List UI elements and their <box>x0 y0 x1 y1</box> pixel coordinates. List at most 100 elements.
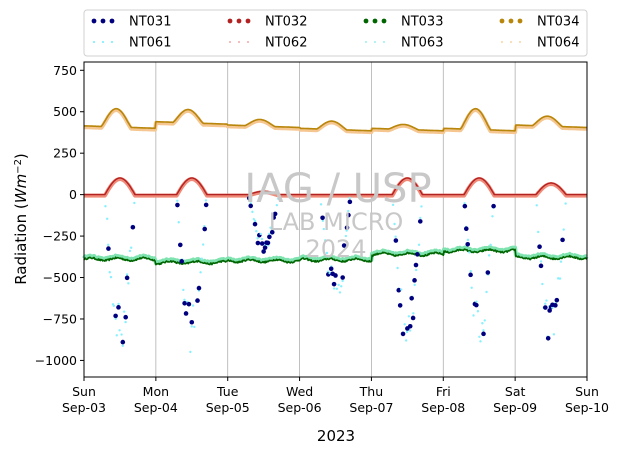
series-nt031-point <box>262 245 268 250</box>
series-nt061-point <box>112 304 116 307</box>
series-nt061-point <box>191 304 195 307</box>
series-nt061-point <box>559 260 563 263</box>
series-nt061-point <box>562 228 565 231</box>
series-nt031-point <box>465 242 471 247</box>
series-nt061-point <box>199 271 202 274</box>
series-nt031-point <box>462 203 468 209</box>
series-nt031-point <box>186 301 192 307</box>
series-nt061-point <box>177 221 180 224</box>
series-nt061-point <box>189 350 192 354</box>
y-axis-title-text: Radiation ( <box>12 203 30 285</box>
series-nt031-point <box>468 272 473 278</box>
legend-marker <box>381 18 387 24</box>
series-nt061-point <box>469 270 472 273</box>
legend-marker <box>364 40 368 44</box>
series-nt031-point <box>189 319 195 325</box>
series-nt061-point <box>332 287 336 290</box>
series-nt061-point <box>130 246 133 249</box>
legend-label: NT033 <box>401 15 443 30</box>
series-nt031-point <box>553 303 558 308</box>
legend-marker <box>517 18 523 24</box>
x-tick-label-date: Sep-08 <box>421 400 465 415</box>
legend-label: NT063 <box>401 36 443 51</box>
x-axis-title: 2023 <box>317 427 355 445</box>
series-nt031-point <box>396 287 402 293</box>
y-tick-label: 750 <box>53 63 77 78</box>
legend-item: NT031 <box>91 15 171 30</box>
series-nt031-point <box>177 242 183 248</box>
series-nt031-point <box>346 212 351 218</box>
series-nt031-point <box>202 226 208 232</box>
x-tick-label-date: Sep-09 <box>493 400 537 415</box>
series-nt031-point <box>182 300 187 306</box>
series-nt031-point <box>271 215 277 220</box>
series-nt061-point <box>251 210 254 214</box>
legend: NT031 NT032 NT033 NT034 NT061 NT062 NT063 NT064 <box>83 9 588 57</box>
series-nt031-point <box>269 230 275 235</box>
series-nt061-point <box>468 251 471 254</box>
x-tick-label-date: Sep-06 <box>278 400 322 415</box>
series-nt061-point <box>485 290 488 294</box>
y-tick-label: −750 <box>43 311 77 326</box>
series-nt061-point <box>133 201 136 205</box>
series-nt031-point <box>195 298 200 303</box>
legend-marker <box>101 40 105 44</box>
legend-marker <box>373 40 377 44</box>
series-nt061-point <box>535 204 538 207</box>
x-tick-label-day: Wed <box>286 384 313 399</box>
series-nt063-line <box>82 245 589 265</box>
series-nt061-point <box>391 203 395 207</box>
series-nt061-point <box>328 271 331 275</box>
series-nt031-point <box>130 224 136 230</box>
series-nt031-point <box>203 202 209 208</box>
series-nt031-point <box>265 240 271 246</box>
series-nt064-line <box>82 108 589 135</box>
series-nt061-point <box>121 344 124 347</box>
series-nt062-line <box>82 177 589 198</box>
series-nt031-point <box>347 199 353 205</box>
series-nt031-point <box>267 234 272 240</box>
series-nt061-point <box>407 315 411 318</box>
series-nt061-point <box>475 300 478 303</box>
series-nt033-line <box>83 248 588 266</box>
x-tick-label-date: Sep-04 <box>134 400 178 415</box>
series-nt061-point <box>348 196 352 200</box>
legend-marker <box>237 40 241 44</box>
series-nt061-point <box>269 226 272 229</box>
series-nt061-point <box>341 279 344 283</box>
series-nt031-point <box>341 243 347 248</box>
legend-marker <box>236 18 242 24</box>
series-nt031-point <box>246 195 252 201</box>
series-nt061-point <box>481 322 484 325</box>
series-nt031-point <box>320 215 325 221</box>
series-nt061-point <box>344 234 348 238</box>
series-nt061-point <box>120 333 123 336</box>
series-nt061-point <box>491 215 494 218</box>
legend-item: NT033 <box>363 15 443 30</box>
series-nt031-point <box>537 244 542 250</box>
series-nt061-point <box>476 310 480 313</box>
series-nt061-point <box>325 251 329 255</box>
y-tick-label: 0 <box>69 187 77 202</box>
series-nt061-point <box>541 282 544 286</box>
series-nt061-point <box>324 239 327 242</box>
series-nt031-point <box>333 273 338 278</box>
x-axis: SunSep-03MonSep-04TueSep-05WedSep-06ThuS… <box>62 377 609 415</box>
legend-label: NT064 <box>537 36 579 51</box>
series-nt031-point <box>409 295 414 301</box>
legend-marker <box>246 40 250 44</box>
series-nt031-point <box>463 226 469 232</box>
series-nt061-point <box>122 310 126 313</box>
legend-marker <box>109 18 115 24</box>
x-tick-label-day: Sat <box>505 384 526 399</box>
legend-marker <box>500 40 504 44</box>
series-nt031-point <box>124 275 130 281</box>
series-nt061-point <box>482 329 485 332</box>
y-axis-title: Radiation (Wm−2) <box>12 153 30 285</box>
series-nt061-point <box>539 260 543 263</box>
series-nt031-point <box>415 252 420 257</box>
series-nt061-point <box>478 335 481 338</box>
series-nt061-point <box>544 302 547 305</box>
series-nt061-point <box>105 217 109 221</box>
series-nt031-point <box>344 225 350 230</box>
